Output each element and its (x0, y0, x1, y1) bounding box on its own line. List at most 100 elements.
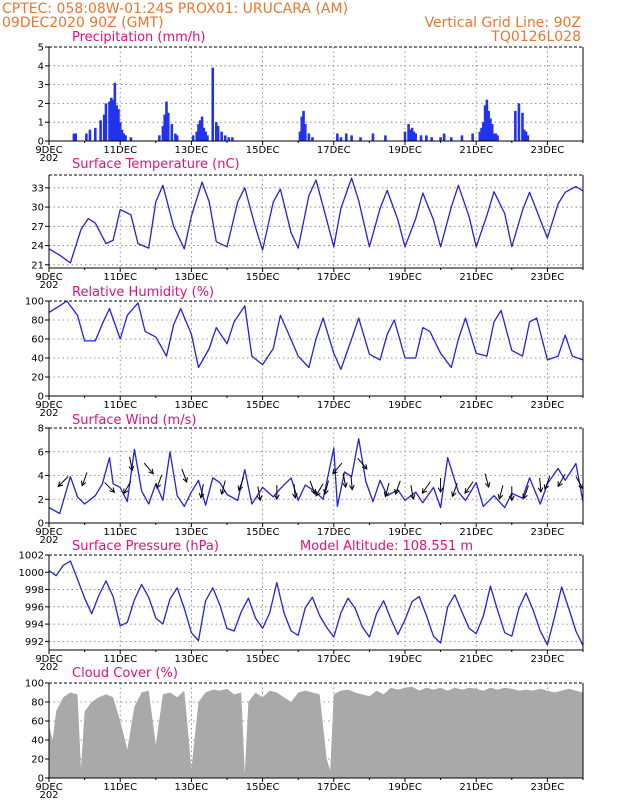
precipitation-bar (490, 124, 494, 141)
pressure-xtick-label: 19DEC (388, 654, 422, 665)
precipitation-bar (202, 127, 206, 141)
precipitation-bar (206, 135, 209, 141)
wind-vector-head (198, 492, 205, 499)
precipitation-bar (304, 124, 307, 141)
humidity-ytick-label: 0 (38, 392, 44, 403)
precipitation-bar (118, 122, 122, 141)
wind-vector-head (451, 491, 457, 498)
precipitation-xtick-label: 19DEC (388, 145, 422, 156)
wind-vector (451, 483, 458, 497)
humidity-ytick-label: 80 (31, 316, 44, 327)
cloud-cover-ytick-label: 60 (31, 717, 44, 728)
precipitation-xtick-label: 17DEC (317, 145, 351, 156)
pressure-xtick-label: 23DEC (531, 654, 565, 665)
precipitation-bar (410, 127, 414, 141)
wind-vector (324, 480, 329, 495)
wind-vector (123, 481, 132, 494)
precipitation-bar (412, 131, 416, 141)
wind-vector (421, 481, 431, 494)
temperature-xtick-label: 9DEC (35, 272, 62, 283)
temperature-ytick-label: 30 (31, 203, 44, 214)
pressure-series-line (48, 560, 584, 646)
humidity-xtick-label: 11DEC (103, 400, 137, 411)
precipitation-bar (175, 135, 179, 141)
humidity-xtick-label: 21DEC (459, 400, 493, 411)
precipitation-bar (200, 116, 204, 141)
wind-vector-head (109, 487, 116, 494)
precipitation-bar (430, 137, 433, 141)
wind-vector-head (349, 484, 355, 491)
wind-vector (575, 476, 584, 489)
wind-vector (57, 476, 69, 487)
humidity-xtick-label: 15DEC (246, 400, 280, 411)
precipitation-bar (514, 110, 517, 141)
wind-xtick-label: 11DEC (103, 527, 137, 538)
wind-vector (464, 481, 474, 494)
pressure-ytick-label: 992 (25, 637, 44, 648)
precipitation-bar (99, 120, 102, 141)
cloud-cover-xtick-label: 19DEC (388, 782, 422, 793)
pressure-title: Surface Pressure (hPa) (72, 539, 219, 554)
pressure-ytick-label: 1000 (19, 568, 44, 579)
humidity-xtick-label: 23DEC (531, 400, 565, 411)
precipitation-xtick-label: 21DEC (459, 145, 493, 156)
precipitation-bar (85, 133, 88, 141)
wind-vector-head (409, 494, 416, 501)
precipitation-bar (425, 135, 428, 141)
precipitation-bar (496, 135, 499, 141)
precipitation-bar (115, 105, 118, 141)
wind-vector-head (80, 480, 87, 487)
precipitation-bar (124, 135, 127, 141)
pressure-xtick-label: 9DEC (35, 654, 62, 665)
wind-vector (315, 483, 324, 497)
precipitation-bar (517, 103, 521, 141)
humidity-year-stub: 202 (39, 408, 58, 419)
wind-vector (557, 473, 566, 487)
wind-vector-head (383, 491, 390, 498)
cloud-cover-area (49, 686, 583, 778)
precipitation-bar (170, 124, 174, 141)
pressure-xtick-label: 21DEC (459, 654, 493, 665)
wind-vector (238, 477, 245, 491)
temperature-ytick-label: 21 (31, 260, 44, 271)
humidity-ytick-label: 100 (25, 297, 44, 308)
precipitation-bar (191, 135, 195, 141)
precipitation-ytick-label: 2 (38, 99, 44, 110)
temperature-xtick-label: 11DEC (103, 272, 137, 283)
precipitation-bar (102, 114, 106, 141)
precipitation-bar (113, 82, 117, 141)
wind-vector-head (557, 481, 563, 488)
pressure-ytick-label: 998 (25, 585, 44, 596)
precipitation-bar (482, 122, 485, 141)
pressure-xtick-label: 17DEC (317, 654, 351, 665)
precipitation-bar (204, 131, 207, 141)
pressure-ytick-label: 996 (25, 602, 44, 613)
location-header: CPTEC: 058:08W-01:24S PROX01: URUCARA (A… (2, 1, 348, 17)
wind-xtick-label: 17DEC (317, 527, 351, 538)
precipitation-bar (439, 137, 442, 141)
precipitation-bar (211, 67, 215, 141)
precipitation-ytick-label: 3 (38, 80, 44, 91)
precipitation-bar (409, 129, 412, 141)
wind-vector (484, 473, 490, 488)
wind-title: Surface Wind (m/s) (72, 413, 196, 428)
precipitation-bar (442, 133, 446, 141)
precipitation-bar (407, 124, 410, 141)
humidity-xtick-label: 13DEC (175, 400, 209, 411)
precipitation-bar (220, 131, 223, 141)
wind-vector-head (57, 481, 64, 488)
precipitation-bar (489, 118, 492, 141)
cloud-cover-xtick-label: 9DEC (35, 782, 62, 793)
pressure-xtick-label: 11DEC (103, 654, 137, 665)
wind-vector-head (182, 477, 188, 484)
temperature-xtick-label: 13DEC (175, 272, 209, 283)
wind-vector-head (522, 493, 528, 500)
wind-vector (539, 477, 542, 493)
humidity-ytick-label: 40 (31, 354, 44, 365)
pressure-xtick-label: 13DEC (175, 654, 209, 665)
precipitation-bar (336, 133, 339, 141)
wind-vector (342, 473, 347, 488)
wind-vector-head (394, 488, 400, 495)
precipitation-bar (195, 131, 199, 141)
